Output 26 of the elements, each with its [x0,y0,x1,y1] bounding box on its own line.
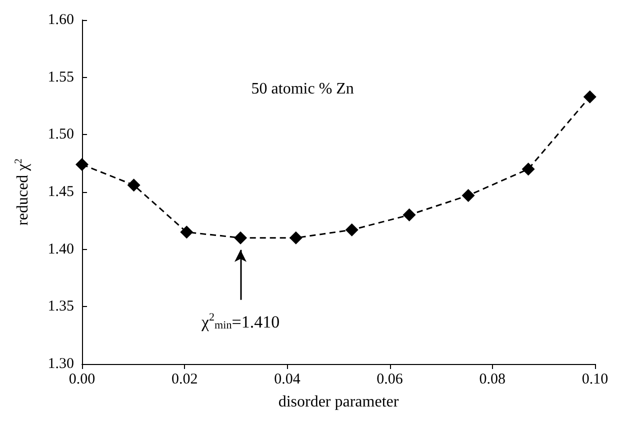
y-axis-title: reduced χ2 [14,158,32,226]
annotation: 50 atomic % Zn [251,80,354,98]
y-tick-label: 1.60 [48,12,74,28]
point [76,158,88,171]
y-tick-label: 1.55 [48,69,74,86]
point [234,231,248,244]
point [289,231,302,244]
y-tick-label: 1.50 [48,126,74,143]
point [462,188,475,202]
point [345,223,358,236]
y-tick-label: 1.45 [48,184,74,200]
point [522,162,535,176]
x-tick-label: 0.08 [479,372,506,388]
x-tick-label: 0.06 [376,372,404,388]
x-tick-label: 0.00 [68,372,96,388]
y-tick-label: 1.40 [48,241,74,258]
x-tick-label: 0.10 [582,372,608,388]
point [583,90,596,104]
point [402,208,416,222]
y-tick-label: 1.30 [48,356,74,372]
y-tick-label: 1.35 [48,298,74,315]
point [127,178,140,192]
x-axis-title: disorder parameter [278,394,400,410]
x-tick-label: 0.02 [171,372,198,388]
point [180,226,194,239]
x-tick-label: 0.04 [274,372,301,388]
